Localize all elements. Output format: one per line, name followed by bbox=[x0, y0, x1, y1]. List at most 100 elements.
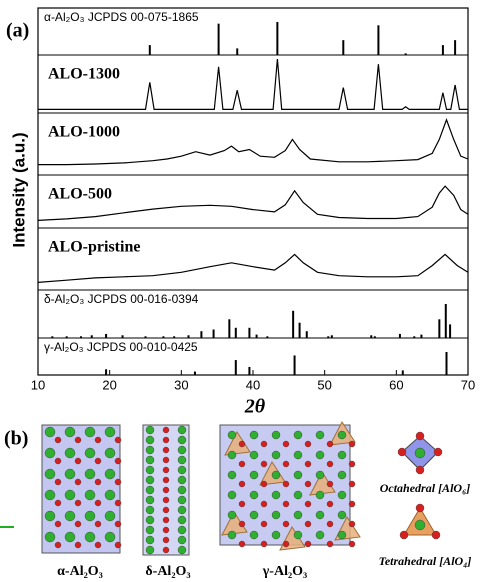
atom bbox=[326, 480, 334, 488]
atom bbox=[337, 530, 347, 540]
atom bbox=[315, 470, 325, 480]
panel-label: (a) bbox=[6, 20, 29, 42]
atom bbox=[315, 510, 325, 520]
atom bbox=[304, 520, 312, 528]
atom bbox=[326, 460, 334, 468]
atom bbox=[249, 490, 259, 500]
atom bbox=[54, 520, 62, 528]
atom bbox=[293, 510, 303, 520]
atom bbox=[74, 478, 82, 486]
pattern-label: ALO-500 bbox=[48, 186, 112, 203]
atom bbox=[94, 478, 102, 486]
atom bbox=[44, 510, 56, 522]
atom bbox=[145, 435, 155, 445]
atom bbox=[249, 470, 259, 480]
atom bbox=[162, 426, 170, 434]
pattern-label: δ-Al₂O₃ JCPDS 00-016-0394 bbox=[44, 292, 199, 306]
atom bbox=[177, 505, 187, 515]
atom bbox=[304, 540, 312, 548]
atom bbox=[84, 489, 96, 501]
structure-label: γ-Al₂O₃ bbox=[262, 564, 308, 579]
atom bbox=[177, 495, 187, 505]
atom bbox=[162, 496, 170, 504]
pattern-label: γ-Al₂O₃ JCPDS 00-010-0425 bbox=[44, 340, 198, 354]
atom bbox=[282, 460, 290, 468]
atom bbox=[227, 430, 237, 440]
atom bbox=[238, 540, 246, 548]
atom bbox=[348, 520, 356, 528]
atom bbox=[293, 490, 303, 500]
atom bbox=[44, 468, 56, 480]
atom bbox=[94, 457, 102, 465]
atom bbox=[145, 475, 155, 485]
atom bbox=[282, 540, 290, 548]
x-tick-label: 60 bbox=[389, 377, 403, 392]
atom bbox=[177, 445, 187, 455]
atom bbox=[177, 525, 187, 535]
atom bbox=[260, 540, 268, 548]
atom bbox=[145, 485, 155, 495]
atom bbox=[433, 447, 443, 457]
atom bbox=[249, 450, 259, 460]
atom bbox=[337, 450, 347, 460]
atom bbox=[104, 531, 116, 543]
atom bbox=[337, 490, 347, 500]
structure-label: δ-Al₂O₃ bbox=[145, 564, 190, 579]
x-tick-label: 10 bbox=[31, 377, 45, 392]
atom bbox=[177, 465, 187, 475]
atom bbox=[104, 510, 116, 522]
atom bbox=[162, 466, 170, 474]
atom bbox=[54, 478, 62, 486]
atom bbox=[238, 500, 246, 508]
pattern-label: ALO-1300 bbox=[48, 66, 120, 83]
atom bbox=[74, 457, 82, 465]
atom bbox=[177, 425, 187, 435]
xrd-pattern bbox=[37, 253, 469, 283]
atom bbox=[315, 530, 325, 540]
atom bbox=[249, 510, 259, 520]
polyhedron-label: Tetrahedral [AlO₄] bbox=[379, 554, 472, 568]
atom bbox=[315, 430, 325, 440]
unit-cell bbox=[41, 424, 121, 554]
x-tick-label: 30 bbox=[174, 377, 188, 392]
atom bbox=[162, 546, 170, 554]
atom bbox=[114, 457, 122, 465]
atom bbox=[54, 541, 62, 549]
atom bbox=[238, 460, 246, 468]
atom bbox=[162, 486, 170, 494]
atom bbox=[399, 530, 409, 540]
atom bbox=[64, 489, 76, 501]
panel-label: (b) bbox=[4, 428, 28, 450]
atom bbox=[348, 500, 356, 508]
atom bbox=[260, 460, 268, 468]
atom bbox=[326, 520, 334, 528]
atom bbox=[304, 460, 312, 468]
atom bbox=[337, 470, 347, 480]
atom bbox=[238, 520, 246, 528]
atom bbox=[44, 489, 56, 501]
atom bbox=[104, 489, 116, 501]
atom bbox=[415, 503, 425, 513]
atom bbox=[431, 530, 441, 540]
atom bbox=[54, 499, 62, 507]
atom bbox=[104, 447, 116, 459]
atom bbox=[94, 520, 102, 528]
atom bbox=[249, 430, 259, 440]
atom bbox=[145, 455, 155, 465]
atom bbox=[84, 426, 96, 438]
atom bbox=[64, 531, 76, 543]
atom bbox=[177, 435, 187, 445]
atom bbox=[162, 476, 170, 484]
atom bbox=[348, 460, 356, 468]
atom bbox=[44, 426, 56, 438]
atom bbox=[94, 436, 102, 444]
atom bbox=[177, 455, 187, 465]
atom bbox=[177, 545, 187, 555]
atom bbox=[145, 515, 155, 525]
atom bbox=[326, 540, 334, 548]
atom bbox=[271, 430, 281, 440]
atom bbox=[145, 505, 155, 515]
x-tick-label: 70 bbox=[461, 377, 475, 392]
atom bbox=[415, 465, 425, 475]
